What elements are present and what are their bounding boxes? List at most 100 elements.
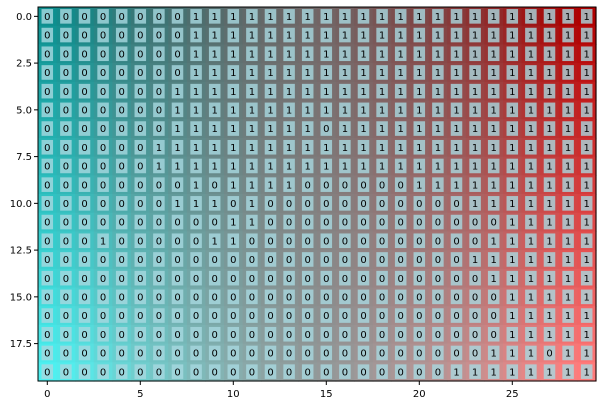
cell-value-label: 0 bbox=[119, 124, 125, 135]
cell-label-box bbox=[339, 326, 351, 342]
cell-label-box bbox=[134, 65, 147, 80]
cell-value-label: 0 bbox=[212, 255, 218, 266]
cell-value-label: 1 bbox=[546, 12, 552, 23]
cell-label-box bbox=[580, 9, 593, 24]
cell-value-label: 0 bbox=[435, 367, 441, 378]
cell-value-label: 1 bbox=[230, 105, 236, 116]
cell-value-label: 0 bbox=[249, 236, 255, 247]
cell-value-label: 1 bbox=[323, 105, 329, 116]
cell-value-label: 1 bbox=[286, 49, 292, 60]
cell-label-box bbox=[339, 121, 351, 136]
cell-value-label: 1 bbox=[565, 68, 571, 79]
cell-value-label: 1 bbox=[509, 367, 515, 378]
cell-label-box bbox=[227, 364, 240, 379]
cell-value-label: 0 bbox=[81, 68, 87, 79]
heatmap-cells bbox=[38, 7, 597, 382]
cell-value-label: 1 bbox=[528, 255, 534, 266]
cell-value-label: 0 bbox=[63, 292, 69, 303]
cell-value-label: 1 bbox=[286, 124, 292, 135]
cell-label-box bbox=[394, 233, 407, 249]
cell-label-box bbox=[320, 233, 333, 249]
cell-value-label: 1 bbox=[305, 162, 311, 173]
cell-label-box bbox=[562, 65, 574, 80]
cell-value-label: 1 bbox=[509, 143, 515, 154]
cell-label-box bbox=[134, 252, 147, 267]
cell-label-box bbox=[301, 83, 314, 99]
cell-label-box bbox=[60, 308, 72, 323]
cell-value-label: 0 bbox=[137, 236, 143, 247]
x-tick-label: 10 bbox=[227, 389, 240, 400]
cell-value-label: 0 bbox=[63, 311, 69, 322]
cell-label-box bbox=[301, 233, 314, 249]
cell-value-label: 1 bbox=[193, 162, 199, 173]
cell-label-box bbox=[320, 326, 333, 342]
cell-label-box bbox=[543, 252, 556, 267]
cell-value-label: 1 bbox=[472, 68, 478, 79]
cell-value-label: 0 bbox=[379, 199, 385, 210]
cell-label-box bbox=[153, 46, 165, 62]
cell-label-box bbox=[264, 139, 277, 155]
cell-value-label: 0 bbox=[81, 49, 87, 60]
cell-label-box bbox=[60, 364, 72, 379]
cell-value-label: 0 bbox=[230, 367, 236, 378]
cell-label-box bbox=[97, 252, 109, 267]
cell-value-label: 0 bbox=[323, 236, 329, 247]
cell-label-box bbox=[134, 9, 147, 24]
cell-value-label: 0 bbox=[100, 199, 106, 210]
cell-value-label: 1 bbox=[491, 31, 497, 42]
cell-value-label: 0 bbox=[137, 367, 143, 378]
cell-value-label: 1 bbox=[509, 199, 515, 210]
cell-label-box bbox=[227, 139, 240, 155]
cell-label-box bbox=[543, 214, 556, 230]
cell-value-label: 1 bbox=[584, 12, 590, 23]
cell-value-label: 1 bbox=[230, 124, 236, 135]
cell-value-label: 1 bbox=[472, 31, 478, 42]
cell-value-label: 0 bbox=[100, 292, 106, 303]
cell-value-label: 0 bbox=[212, 367, 218, 378]
cell-label-box bbox=[525, 121, 537, 136]
cell-label-box bbox=[301, 270, 314, 286]
cell-value-label: 0 bbox=[360, 274, 366, 285]
cell-value-label: 1 bbox=[342, 162, 348, 173]
cell-value-label: 1 bbox=[249, 49, 255, 60]
cell-label-box bbox=[227, 196, 240, 211]
cell-value-label: 1 bbox=[342, 12, 348, 23]
cell-label-box bbox=[413, 308, 426, 323]
cell-value-label: 1 bbox=[156, 162, 162, 173]
cell-label-box bbox=[357, 196, 370, 211]
cell-value-label: 0 bbox=[44, 236, 50, 247]
cell-value-label: 0 bbox=[212, 330, 218, 341]
cell-label-box bbox=[283, 9, 295, 24]
cell-label-box bbox=[543, 364, 556, 379]
cell-label-box bbox=[41, 252, 54, 267]
cell-label-box bbox=[190, 214, 202, 230]
cell-value-label: 0 bbox=[323, 292, 329, 303]
cell-label-box bbox=[78, 252, 91, 267]
cell-label-box bbox=[41, 46, 54, 62]
cell-value-label: 1 bbox=[546, 124, 552, 135]
cell-label-box bbox=[487, 27, 500, 43]
cell-value-label: 1 bbox=[472, 367, 478, 378]
cell-value-label: 0 bbox=[119, 367, 125, 378]
cell-value-label: 1 bbox=[565, 12, 571, 23]
cell-label-box bbox=[60, 270, 72, 286]
cell-value-label: 0 bbox=[416, 292, 422, 303]
cell-value-label: 0 bbox=[230, 274, 236, 285]
cell-value-label: 0 bbox=[63, 105, 69, 116]
cell-value-label: 1 bbox=[491, 162, 497, 173]
cell-label-box bbox=[450, 364, 463, 379]
cell-value-label: 1 bbox=[249, 199, 255, 210]
cell-value-label: 0 bbox=[137, 311, 143, 322]
cell-label-box bbox=[562, 308, 574, 323]
cell-value-label: 1 bbox=[584, 218, 590, 229]
cell-label-box bbox=[97, 214, 109, 230]
cell-label-box bbox=[562, 270, 574, 286]
cell-label-box bbox=[41, 102, 54, 118]
cell-value-label: 1 bbox=[416, 68, 422, 79]
cell-value-label: 0 bbox=[212, 349, 218, 360]
cell-value-label: 0 bbox=[100, 367, 106, 378]
cell-value-label: 0 bbox=[81, 255, 87, 266]
cell-value-label: 0 bbox=[44, 105, 50, 116]
cell-label-box bbox=[525, 102, 537, 118]
cell-value-label: 0 bbox=[360, 199, 366, 210]
